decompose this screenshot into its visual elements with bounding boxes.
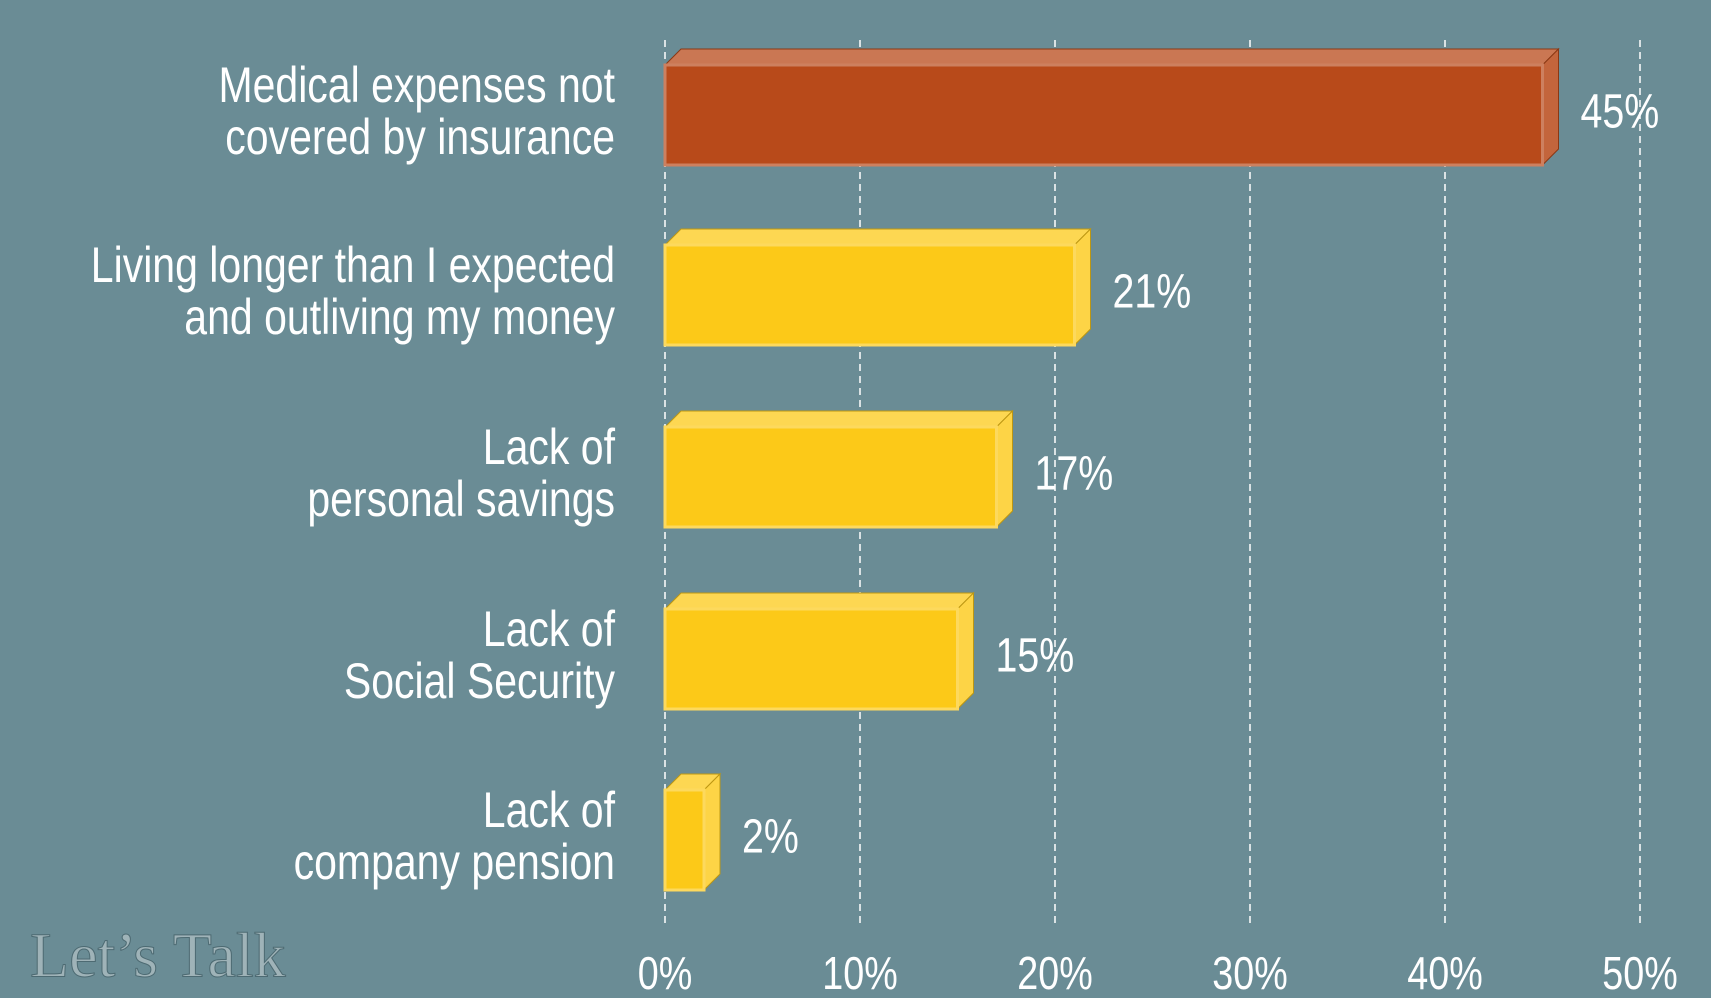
bar-front — [663, 607, 959, 711]
x-tick-label: 0% — [638, 948, 693, 998]
category-label: Medical expenses not — [218, 57, 615, 113]
category-label: Social Security — [344, 653, 615, 709]
bar-front — [663, 425, 998, 529]
category-label: company pension — [294, 834, 615, 890]
bar-side — [703, 772, 721, 892]
logo: Let’s Talk — [30, 920, 286, 991]
value-label: 17% — [1035, 447, 1114, 501]
category-label: Lack of — [483, 419, 615, 475]
bar — [663, 227, 1092, 347]
bar-front — [663, 788, 706, 892]
category-label: and outliving my money — [184, 289, 615, 345]
bar-side — [1074, 227, 1091, 347]
bar-side — [1542, 47, 1559, 167]
x-tick-label: 10% — [822, 948, 897, 998]
grid: 0% 10% 20% 30% 40% 50% — [638, 40, 1678, 998]
bar — [663, 409, 1014, 529]
bar — [663, 591, 975, 711]
x-tick-label: 40% — [1407, 948, 1482, 998]
value-label: 21% — [1113, 265, 1192, 319]
x-tick-label: 50% — [1602, 948, 1677, 998]
bar-front — [663, 63, 1544, 167]
category-label: covered by insurance — [225, 109, 615, 165]
value-label: 15% — [996, 629, 1075, 683]
bars — [663, 47, 1560, 892]
bar-top — [663, 592, 975, 610]
x-tick-label: 20% — [1017, 948, 1092, 998]
bar — [663, 47, 1560, 167]
bar-side — [996, 409, 1013, 529]
bar-top — [663, 228, 1092, 246]
category-label: Lack of — [483, 782, 615, 838]
x-tick-label: 30% — [1212, 948, 1287, 998]
bar-top — [663, 410, 1014, 428]
bar-front — [663, 243, 1076, 347]
category-label: Living longer than I expected — [91, 237, 615, 293]
category-label: Lack of — [483, 601, 615, 657]
bar-side — [957, 591, 974, 711]
category-label: personal savings — [307, 471, 615, 527]
bar — [663, 772, 722, 892]
value-label: 45% — [1581, 85, 1660, 139]
bar-top — [663, 48, 1560, 66]
value-label: 2% — [742, 810, 799, 864]
